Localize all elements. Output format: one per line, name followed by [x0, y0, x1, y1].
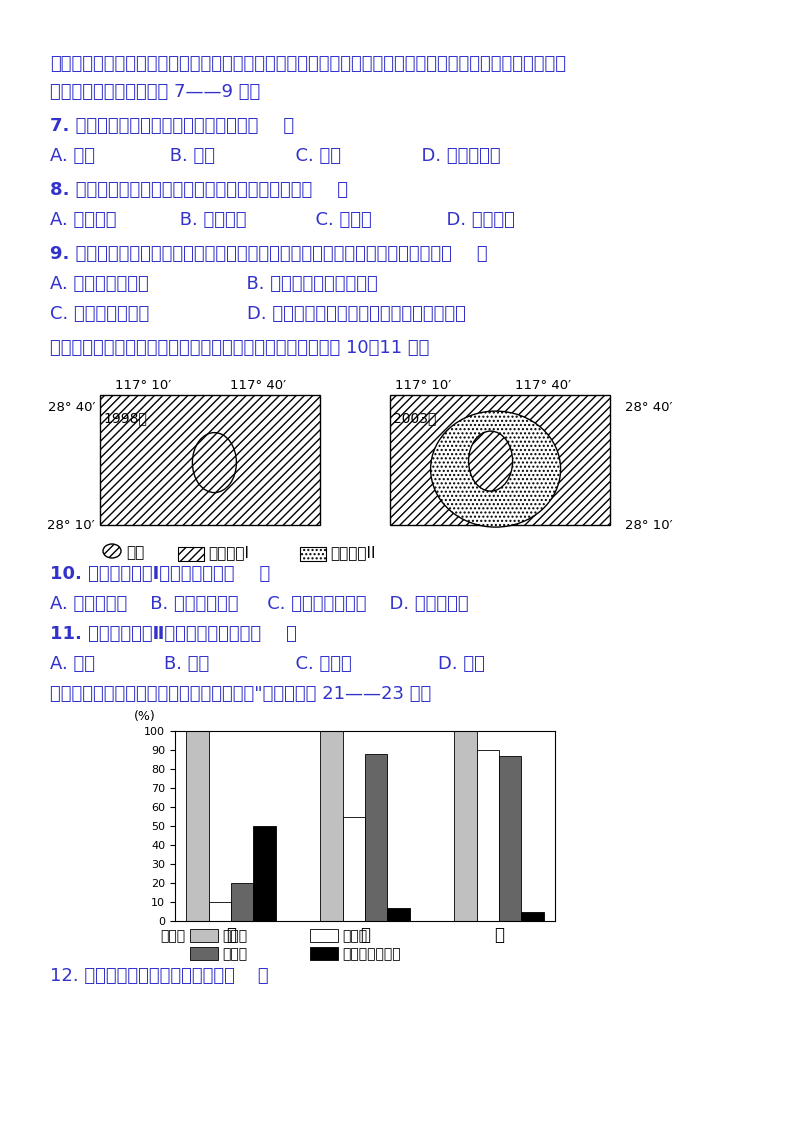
Text: 投入劳动力数量: 投入劳动力数量	[342, 947, 401, 961]
Bar	[190, 929, 218, 942]
Text: 7. 云南发展花卉产业的优越自然条件是（    ）: 7. 云南发展花卉产业的优越自然条件是（ ）	[50, 117, 294, 135]
Ellipse shape	[103, 544, 121, 558]
Text: 9. 近年来，海南岛发展成为我国冬季最大的蔬菜生产基地，最主要的影响因素是（    ）: 9. 近年来，海南岛发展成为我国冬季最大的蔬菜生产基地，最主要的影响因素是（ ）	[50, 245, 488, 263]
Bar	[254, 826, 275, 921]
Bar	[190, 947, 218, 960]
Bar	[454, 731, 477, 921]
Ellipse shape	[469, 431, 513, 491]
Bar	[477, 751, 499, 921]
Bar	[320, 731, 342, 921]
Text: C. 政府的优惠政策                 D. 运输条件的改善和保鲜、冷藏技术的发展: C. 政府的优惠政策 D. 运输条件的改善和保鲜、冷藏技术的发展	[50, 305, 466, 323]
Bar	[310, 947, 338, 960]
Bar	[310, 929, 338, 942]
Text: A. 生产规模大    B. 机械化程度高     C. 单位面积产量高    D. 科技水平高: A. 生产规模大 B. 机械化程度高 C. 单位面积产量高 D. 科技水平高	[50, 595, 469, 614]
Text: 12. 甲地区的农业地域类型可能是（    ）: 12. 甲地区的农业地域类型可能是（ ）	[50, 967, 269, 985]
Text: 28° 40′: 28° 40′	[625, 401, 673, 414]
Text: A. 优越的气候条件                 B. 劳动力和土地价格较低: A. 优越的气候条件 B. 劳动力和土地价格较低	[50, 275, 378, 293]
Bar	[231, 883, 254, 921]
Text: 28° 10′: 28° 10′	[625, 518, 673, 532]
Bar	[499, 756, 522, 921]
Text: A. 市场            B. 科技               C. 劳动力               D. 气候: A. 市场 B. 科技 C. 劳动力 D. 气候	[50, 655, 485, 674]
Ellipse shape	[430, 411, 561, 528]
Text: 读甲、乙、丙三个地区农业基本情况比较图"，完成以下 21——23 题。: 读甲、乙、丙三个地区农业基本情况比较图"，完成以下 21——23 题。	[50, 685, 431, 703]
Text: 农业类型I: 农业类型I	[208, 544, 249, 560]
Ellipse shape	[193, 432, 237, 492]
Text: 城市: 城市	[126, 544, 144, 560]
Text: 随着西部大开发，云南凭借自身的优势条件和我国农业产业结构调整、西部大开发的有利时机，已逐渐成为我: 随着西部大开发，云南凭借自身的优势条件和我国农业产业结构调整、西部大开发的有利时…	[50, 55, 566, 72]
Bar	[209, 902, 231, 921]
Text: 117° 40′: 117° 40′	[515, 379, 571, 392]
Text: 28° 40′: 28° 40′	[47, 401, 95, 414]
Text: A. 经营理念           B. 交通运输            C. 劳动力             D. 土地租金: A. 经营理念 B. 交通运输 C. 劳动力 D. 土地租金	[50, 211, 515, 229]
Bar	[300, 547, 326, 561]
Text: 11. 农业地域类型Ⅱ形成的主导因素是（    ）: 11. 农业地域类型Ⅱ形成的主导因素是（ ）	[50, 625, 297, 643]
Text: 28° 10′: 28° 10′	[47, 518, 95, 532]
Text: 117° 10′: 117° 10′	[395, 379, 451, 392]
Text: A. 气候             B. 地形              C. 土壤              D. 生物多样性: A. 气候 B. 地形 C. 土壤 D. 生物多样性	[50, 147, 501, 165]
Bar	[365, 754, 387, 921]
Text: 畜牧业: 畜牧业	[342, 929, 367, 943]
Text: 2003年: 2003年	[393, 411, 436, 424]
Bar	[342, 816, 365, 921]
Bar	[178, 547, 204, 561]
Bar	[100, 395, 320, 525]
Text: 国花卉产业带。据此回答 7——9 题。: 国花卉产业带。据此回答 7——9 题。	[50, 83, 260, 101]
Text: 10. 农业地域类型Ⅰ的基本特点是（    ）: 10. 农业地域类型Ⅰ的基本特点是（ ）	[50, 565, 270, 583]
Bar	[522, 911, 544, 921]
Text: 种植业: 种植业	[222, 929, 247, 943]
Text: 1998年: 1998年	[103, 411, 147, 424]
Text: 117° 40′: 117° 40′	[230, 379, 286, 392]
Text: 农业类型II: 农业类型II	[330, 544, 375, 560]
Bar	[390, 395, 610, 525]
Bar	[186, 731, 209, 921]
Text: 117° 10′: 117° 10′	[115, 379, 171, 392]
Text: 商品率: 商品率	[222, 947, 247, 961]
Bar	[387, 908, 410, 921]
Text: 8. 制约云南花卉走向国内和国际市场的主要因素是（    ）: 8. 制约云南花卉走向国内和国际市场的主要因素是（ ）	[50, 181, 348, 199]
Text: 读下面我国某地区城市及周围区域农业地域类型变化图，回答 10～11 题。: 读下面我国某地区城市及周围区域农业地域类型变化图，回答 10～11 题。	[50, 338, 430, 357]
Text: 图例：: 图例：	[160, 929, 185, 943]
Y-axis label: (%): (%)	[134, 711, 155, 723]
